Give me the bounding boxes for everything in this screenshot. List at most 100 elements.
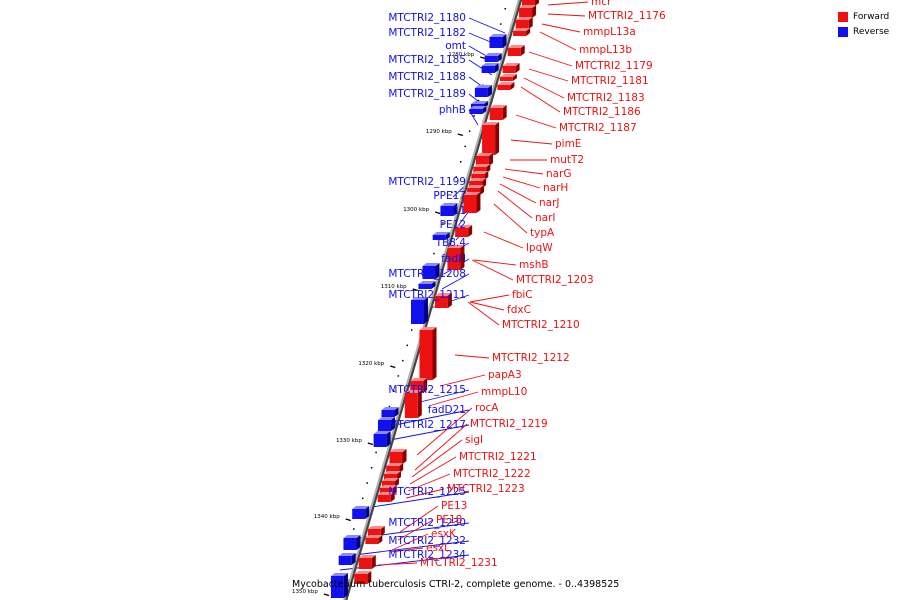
reverse-gene-block[interactable]: [422, 263, 440, 279]
forward-gene-block[interactable]: [463, 192, 481, 213]
reverse-gene-label[interactable]: omt: [445, 40, 466, 52]
forward-gene-label[interactable]: mmpL10: [481, 386, 527, 398]
forward-gene-block[interactable]: [379, 485, 397, 495]
forward-gene-block[interactable]: [434, 293, 452, 308]
reverse-gene-label[interactable]: MTCTRI2_1215: [388, 384, 466, 396]
forward-gene-block[interactable]: [497, 82, 515, 90]
forward-gene-label[interactable]: mutT2: [550, 154, 584, 166]
forward-gene-label[interactable]: mmpL13a: [583, 26, 636, 38]
reverse-gene-block[interactable]: [381, 407, 399, 417]
forward-gene-block[interactable]: [383, 471, 401, 480]
forward-gene-label[interactable]: esxL: [426, 542, 450, 554]
forward-gene-label[interactable]: narI: [535, 212, 556, 224]
reverse-gene-label[interactable]: MTCTRI2_1185: [388, 54, 466, 66]
forward-gene-label[interactable]: pimE: [555, 138, 581, 150]
forward-gene-block[interactable]: [455, 225, 473, 237]
forward-gene-label[interactable]: lpqW: [526, 242, 553, 254]
forward-gene-block[interactable]: [473, 164, 491, 173]
forward-gene-label[interactable]: PE13: [441, 500, 467, 512]
reverse-gene-label[interactable]: MTCTRI2_1189: [388, 88, 466, 100]
forward-gene-block[interactable]: [482, 122, 500, 155]
forward-gene-label[interactable]: MTCTRI2_1183: [567, 92, 645, 104]
forward-gene-label[interactable]: PE18: [436, 514, 462, 526]
reverse-gene-label[interactable]: fadD21: [428, 404, 466, 416]
forward-gene-label[interactable]: esxK: [431, 528, 457, 540]
forward-gene-block[interactable]: [471, 171, 489, 180]
forward-gene-label[interactable]: MTCTRI2_1221: [459, 451, 537, 463]
forward-gene-label[interactable]: narG: [546, 168, 572, 180]
forward-gene-block[interactable]: [489, 105, 507, 120]
reverse-gene-block[interactable]: [418, 281, 436, 289]
reverse-gene-label[interactable]: MTCTRI2_1225: [388, 486, 466, 498]
forward-gene-block[interactable]: [365, 535, 383, 544]
reverse-gene-label[interactable]: MTCTRI2_1232: [388, 535, 466, 547]
reverse-gene-block[interactable]: [469, 106, 487, 114]
forward-gene-label[interactable]: MTCTRI2_1187: [559, 122, 637, 134]
reverse-gene-block[interactable]: [440, 203, 458, 216]
reverse-gene-label[interactable]: MTCTRI2_1217: [388, 419, 466, 431]
forward-gene-label[interactable]: fdxC: [507, 304, 531, 316]
forward-gene-label[interactable]: MTCTRI2_1219: [470, 418, 548, 430]
reverse-gene-block[interactable]: [484, 53, 502, 62]
forward-gene-label[interactable]: papA3: [488, 369, 522, 381]
reverse-gene-block[interactable]: [489, 34, 507, 48]
forward-gene-label[interactable]: rocA: [475, 402, 499, 414]
forward-gene-block[interactable]: [404, 390, 422, 418]
reverse-gene-label[interactable]: PPE17: [433, 190, 466, 202]
forward-gene-block[interactable]: [367, 526, 385, 536]
forward-gene-block[interactable]: [419, 327, 437, 380]
forward-gene-block[interactable]: [377, 492, 395, 502]
reverse-gene-label[interactable]: MTCTRI2_1208: [388, 268, 466, 280]
forward-gene-block[interactable]: [499, 74, 517, 81]
forward-gene-block[interactable]: [515, 17, 533, 29]
forward-gene-block[interactable]: [507, 45, 525, 56]
reverse-gene-label[interactable]: TB8.4: [435, 237, 467, 249]
reverse-gene-label[interactable]: MTCTRI2_1211: [388, 289, 466, 301]
forward-gene-label[interactable]: mcr: [591, 0, 612, 8]
reverse-gene-block[interactable]: [481, 63, 499, 73]
forward-gene-label[interactable]: fbiC: [512, 289, 533, 301]
reverse-gene-label[interactable]: PE12: [440, 219, 466, 231]
forward-gene-block[interactable]: [354, 571, 372, 584]
forward-gene-block[interactable]: [381, 478, 399, 487]
reverse-gene-block[interactable]: [352, 506, 370, 519]
forward-gene-label[interactable]: MTCTRI2_1186: [563, 106, 641, 118]
reverse-gene-block[interactable]: [432, 232, 450, 240]
forward-gene-label[interactable]: MTCTRI2_1222: [453, 468, 531, 480]
forward-gene-block[interactable]: [502, 63, 520, 73]
reverse-gene-block[interactable]: [411, 297, 429, 324]
forward-gene-label[interactable]: MTCTRI2_1210: [502, 319, 580, 331]
forward-gene-label[interactable]: MTCTRI2_1181: [571, 75, 649, 87]
forward-gene-label[interactable]: mmpL13b: [579, 44, 632, 56]
forward-gene-label[interactable]: narH: [543, 182, 568, 194]
forward-gene-label[interactable]: narJ: [539, 197, 560, 209]
reverse-gene-block[interactable]: [343, 535, 361, 550]
forward-gene-block[interactable]: [519, 5, 537, 18]
reverse-gene-block[interactable]: [330, 573, 348, 598]
forward-gene-block[interactable]: [475, 153, 493, 166]
forward-gene-label[interactable]: MTCTRI2_1203: [516, 274, 594, 286]
reverse-gene-label[interactable]: MTCTRI2_1180: [388, 12, 466, 24]
forward-gene-block[interactable]: [521, 0, 539, 6]
forward-gene-label[interactable]: MTCTRI2_1176: [588, 10, 666, 22]
forward-gene-block[interactable]: [467, 185, 485, 195]
reverse-gene-block[interactable]: [474, 85, 492, 97]
forward-gene-label[interactable]: mshB: [519, 259, 549, 271]
forward-gene-label[interactable]: MTCTRI2_1179: [575, 60, 653, 72]
forward-gene-label[interactable]: typA: [530, 227, 555, 239]
forward-gene-block[interactable]: [386, 463, 404, 473]
forward-gene-label[interactable]: MTCTRI2_1231: [420, 557, 498, 569]
reverse-gene-block[interactable]: [377, 417, 395, 431]
reverse-gene-label[interactable]: phhB: [439, 104, 466, 116]
reverse-gene-label[interactable]: MTCTRI2_1199: [388, 176, 466, 188]
forward-gene-block[interactable]: [447, 245, 465, 270]
forward-gene-label[interactable]: MTCTRI2_1223: [447, 483, 525, 495]
forward-gene-block[interactable]: [358, 555, 376, 569]
reverse-gene-label[interactable]: MTCTRI2_1182: [388, 27, 466, 39]
reverse-gene-label[interactable]: MTCTRI2_1234: [388, 549, 466, 561]
forward-gene-label[interactable]: sigI: [465, 434, 483, 446]
reverse-gene-block[interactable]: [373, 431, 391, 447]
reverse-gene-label[interactable]: MTCTRI2_1188: [388, 71, 466, 83]
reverse-gene-block[interactable]: [338, 553, 356, 565]
reverse-gene-label[interactable]: PE11: [440, 205, 466, 217]
